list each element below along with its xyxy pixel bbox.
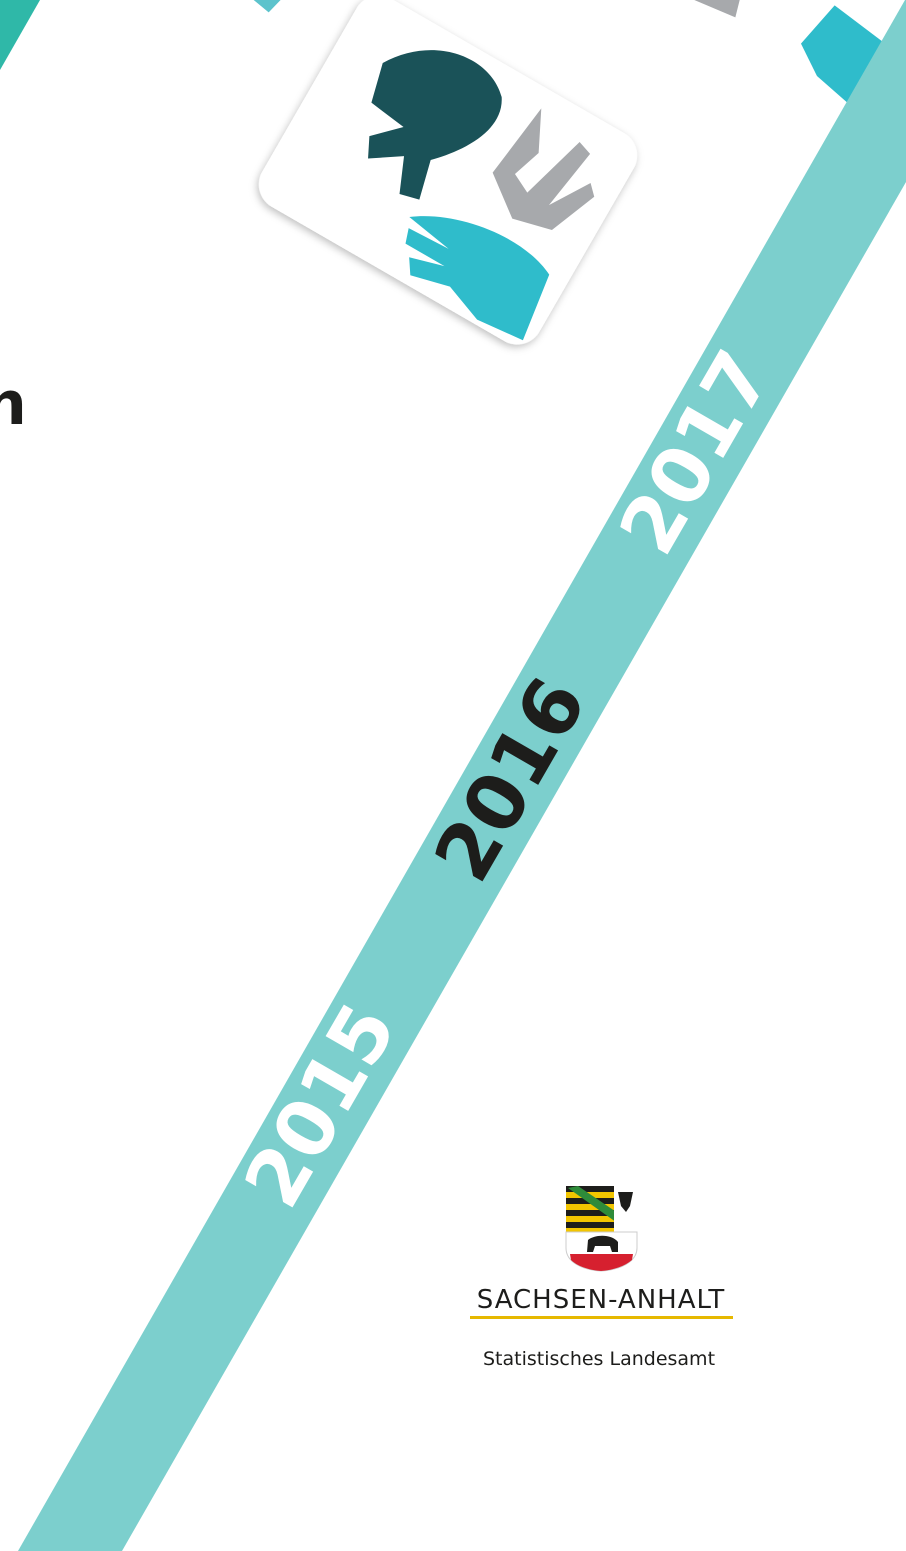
year-label: 2017 [603, 336, 789, 569]
year-label: 2015 [228, 989, 414, 1222]
underline [470, 1316, 733, 1319]
office-name: Statistisches Landesamt [483, 1348, 715, 1370]
hands-tile [0, 0, 40, 70]
state-name: SACHSEN-ANHALT [477, 1285, 726, 1315]
hands-tile [159, 0, 354, 38]
diagonal-band [18, 0, 906, 1551]
coat-of-arms [565, 1186, 638, 1272]
hands-tile [258, 0, 638, 345]
title-fragment: n [0, 369, 27, 439]
year-label: 2016 [418, 663, 604, 896]
